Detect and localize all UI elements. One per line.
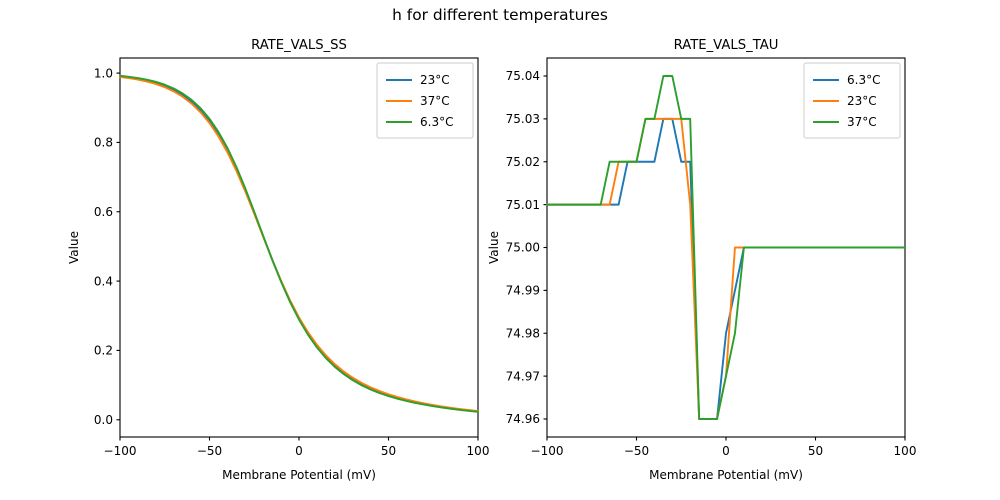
legend-label-0: 6.3°C	[847, 73, 880, 87]
ytick-label: 75.03	[506, 112, 540, 126]
legend-frame	[376, 62, 474, 139]
series-line-rate_vals_tau-2	[546, 75, 906, 420]
ytick-label: 75.02	[506, 155, 540, 169]
xtick-label: 50	[808, 444, 823, 458]
subplot-title-rate_vals_tau: RATE_VALS_TAU	[674, 38, 779, 53]
legend-frame	[803, 62, 901, 139]
axes-rate_vals_tau: RATE_VALS_TAU −100 −50 0 50 100 74.96 74.97 74.9…	[487, 38, 916, 482]
series-line-rate_vals_ss-1	[119, 76, 479, 413]
figure-suptitle: h for different temperatures	[392, 6, 608, 24]
axes-rate_vals_ss: RATE_VALS_SS −100 −50 0 50 100 0.0 0.2 0.4 0.6 0.8…	[67, 38, 489, 482]
ytick-label: 0.8	[94, 136, 113, 150]
xtick-label: −50	[624, 444, 649, 458]
ytick-label: 74.98	[506, 326, 540, 340]
legend-rate_vals_ss: 23°C 37°C 6.3°C	[376, 62, 474, 139]
ytick-label: 75.04	[506, 69, 540, 83]
series-line-rate_vals_ss-2	[119, 74, 479, 413]
xaxis-label-rate_vals_tau: Membrane Potential (mV)	[649, 468, 803, 482]
yaxis-label-rate_vals_ss: Value	[67, 231, 81, 264]
ytick-label: 0.0	[94, 413, 113, 427]
legend-label-1: 37°C	[420, 94, 450, 108]
xtick-label: −50	[197, 444, 222, 458]
legend-label-1: 23°C	[847, 94, 877, 108]
legend-label-2: 37°C	[847, 115, 877, 129]
xtick-label: −100	[104, 444, 137, 458]
ytick-label: 1.0	[94, 66, 113, 80]
ytick-label: 74.96	[506, 412, 540, 426]
xtick-label: 0	[295, 444, 303, 458]
ytick-label: 0.2	[94, 344, 113, 358]
xtick-label: 0	[722, 444, 730, 458]
xaxis-label-rate_vals_ss: Membrane Potential (mV)	[222, 468, 376, 482]
xtick-label: 100	[467, 444, 490, 458]
ytick-label: 74.97	[506, 369, 540, 383]
legend-rate_vals_tau: 6.3°C 23°C 37°C	[803, 62, 901, 139]
ytick-label: 74.99	[506, 284, 540, 298]
ytick-label: 75.01	[506, 198, 540, 212]
xtick-label: 100	[894, 444, 917, 458]
legend-label-2: 6.3°C	[420, 115, 453, 129]
ytick-label: 0.4	[94, 274, 113, 288]
xtick-label: 50	[381, 444, 396, 458]
subplot-title-rate_vals_ss: RATE_VALS_SS	[251, 38, 347, 53]
yaxis-label-rate_vals_tau: Value	[487, 231, 501, 264]
legend-label-0: 23°C	[420, 73, 450, 87]
xtick-label: −100	[531, 444, 564, 458]
ytick-label: 75.00	[506, 241, 540, 255]
ytick-label: 0.6	[94, 205, 113, 219]
